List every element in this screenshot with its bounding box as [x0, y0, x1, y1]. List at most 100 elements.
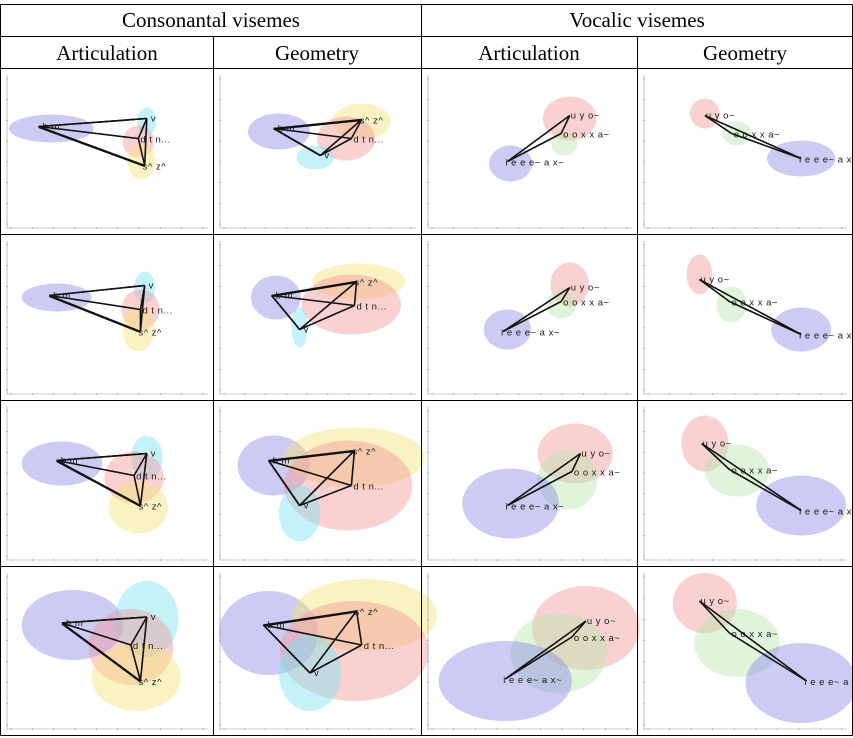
plot-axis — [219, 573, 416, 730]
plot-axis — [219, 241, 416, 395]
label-ooxxa: o o x x a~ — [731, 298, 777, 309]
viseme-triangle — [699, 278, 802, 336]
blue-ellipse — [438, 641, 572, 721]
label-sz: s^ z^ — [138, 502, 162, 513]
red-ellipse — [537, 423, 613, 484]
plot-panel-voc-geo-2: u y o~ o o x x a~ i e e e~ a x~ — [643, 241, 853, 395]
label-v: v — [151, 114, 156, 125]
header-consonantal-visemes: Consonantal visemes — [122, 8, 300, 32]
red-ellipse — [542, 96, 597, 141]
green-ellipse — [694, 609, 780, 677]
label-ieee: i e e e~ a x~ — [805, 677, 853, 688]
viseme-triangle — [273, 118, 363, 157]
cyan-ellipse — [291, 307, 308, 348]
header-consonantal-geometry: Geometry — [275, 41, 359, 65]
plot-panel-voc-art-3: u y o~ o o x x a~ i e e e~ a x~ — [427, 407, 632, 561]
header-vocalic-geometry: Geometry — [703, 41, 787, 65]
label-dtn: d t n... — [133, 641, 163, 652]
label-ieee: i e e e~ a x~ — [799, 507, 853, 518]
label-dtn: d t n... — [353, 135, 383, 146]
blue-ellipse — [21, 590, 124, 660]
label-ooxxa: o o x x a~ — [574, 633, 620, 644]
label-v: v — [151, 449, 156, 460]
plot-panel-cons-geo-3: b m v d t n... s^ z^ — [219, 407, 425, 561]
plot-panel-voc-geo-4: u y o~ o o x x a~ i e e e~ a x~ — [643, 573, 853, 730]
plot-panel-voc-geo-1: u y o~ o o x x a~ i e e e~ a x~ — [643, 75, 853, 229]
plot-panel-cons-art-4: b m v d t n... s^ z^ — [6, 573, 208, 730]
label-bm: b m — [61, 456, 78, 467]
label-ieee: i e e e~ a x~ — [505, 158, 564, 169]
blue-ellipse — [771, 307, 832, 352]
label-ooxxa: o o x x a~ — [563, 130, 609, 141]
label-v: v — [324, 151, 329, 162]
plot-axis — [6, 75, 208, 229]
label-uyo: u y o~ — [582, 449, 611, 460]
yellow-ellipse — [127, 143, 156, 180]
label-sz: s^ z^ — [138, 677, 162, 688]
yellow-ellipse — [122, 307, 155, 352]
label-sz: s^ z^ — [143, 162, 167, 173]
label-dtn: d t n... — [353, 482, 383, 493]
table-grid — [0, 4, 853, 736]
yellow-ellipse — [332, 103, 391, 140]
label-sz: s^ z^ — [138, 328, 162, 339]
label-sz: s^ z^ — [352, 447, 376, 458]
viseme-triangle — [48, 284, 146, 334]
label-ieee: i e e e~ a x~ — [505, 502, 564, 513]
label-dtn: d t n... — [356, 302, 386, 313]
plot-axis — [219, 75, 416, 229]
green-ellipse — [721, 121, 752, 146]
label-bm: b m — [43, 122, 60, 133]
red-ellipse — [550, 262, 590, 307]
viseme-triangle — [38, 117, 148, 168]
label-sz: s^ z^ — [355, 607, 379, 618]
viseme-ellipses — [672, 573, 853, 723]
blue-ellipse — [745, 643, 853, 723]
plot-axis — [643, 407, 847, 561]
blue-ellipse — [766, 140, 836, 177]
label-dtn: d t n... — [136, 472, 166, 483]
viseme-triangle — [701, 442, 802, 512]
label-dtn: d t n... — [142, 306, 172, 317]
plot-panel-voc-art-2: u y o~ o o x x a~ i e e e~ a x~ — [427, 241, 632, 395]
red-ellipse — [672, 573, 737, 633]
yellow-ellipse — [312, 263, 406, 300]
label-v: v — [304, 501, 309, 512]
label-bm: b m — [278, 124, 295, 135]
label-uyo: u y o~ — [571, 283, 600, 294]
label-v: v — [314, 668, 319, 679]
label-ieee: i e e e~ a x~ — [503, 675, 562, 686]
label-uyo: u y o~ — [587, 616, 616, 627]
blue-ellipse — [250, 275, 301, 320]
viseme-triangle — [271, 280, 358, 331]
label-uyo: u y o~ — [701, 596, 730, 607]
plot-axis — [643, 75, 847, 229]
plot-axis — [427, 573, 632, 730]
label-uyo: u y o~ — [701, 275, 730, 286]
plot-panel-cons-geo-1: b m v d t n... s^ z^ — [219, 75, 416, 229]
viseme-ellipses — [462, 423, 613, 539]
viseme-triangle — [61, 616, 148, 683]
header-consonantal-articulation: Articulation — [56, 41, 158, 65]
label-bm: b m — [53, 291, 70, 302]
plot-axis — [6, 407, 208, 561]
label-bm: b m — [276, 291, 293, 302]
label-sz: s^ z^ — [360, 116, 384, 127]
viseme-triangle — [267, 449, 356, 507]
plot-axis — [427, 407, 632, 561]
label-uyo: u y o~ — [571, 111, 600, 122]
green-ellipse — [510, 613, 608, 693]
plot-panel-cons-geo-2: b m v d t n... s^ z^ — [219, 241, 416, 395]
blue-ellipse — [218, 591, 319, 675]
viseme-ellipses — [237, 427, 425, 542]
plot-panel-cons-geo-4: b m v d t n... s^ z^ — [218, 573, 438, 730]
cyan-ellipse — [278, 485, 321, 542]
viseme-ellipses — [438, 586, 640, 721]
blue-ellipse — [756, 475, 847, 536]
header-vocalic-articulation: Articulation — [478, 41, 580, 65]
plot-axis — [427, 75, 632, 229]
plot-axis — [643, 573, 847, 730]
label-ieee: i e e e~ a x~ — [799, 331, 853, 342]
red-ellipse — [284, 440, 413, 531]
